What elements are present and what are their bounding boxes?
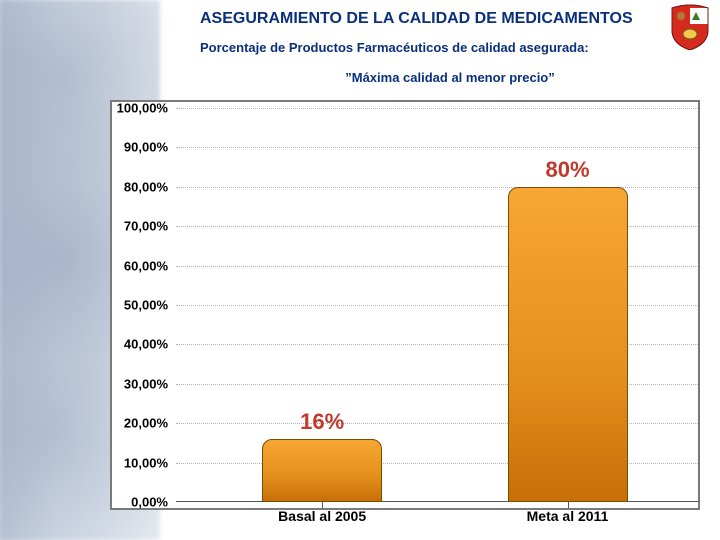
bar xyxy=(508,187,628,502)
y-tick-label: 50,00% xyxy=(106,298,168,313)
y-tick-label: 20,00% xyxy=(106,416,168,431)
y-tick-label: 60,00% xyxy=(106,258,168,273)
x-category-label: Meta al 2011 xyxy=(527,508,609,540)
page-subtitle: Porcentaje de Productos Farmacéuticos de… xyxy=(200,40,700,55)
y-tick-label: 10,00% xyxy=(106,455,168,470)
y-tick-label: 70,00% xyxy=(106,219,168,234)
page-slogan: ”Máxima calidad al menor precio” xyxy=(200,70,700,85)
y-tick-label: 80,00% xyxy=(106,179,168,194)
y-gridline xyxy=(176,108,698,109)
bar xyxy=(262,439,382,502)
y-tick-label: 30,00% xyxy=(106,376,168,391)
bar-chart: 16% 80% xyxy=(176,108,698,502)
y-tick-label: 40,00% xyxy=(106,337,168,352)
y-tick-label: 90,00% xyxy=(106,140,168,155)
slide: ASEGURAMIENTO DE LA CALIDAD DE MEDICAMEN… xyxy=(0,0,720,540)
y-tick-label: 0,00% xyxy=(106,495,168,510)
page-title: ASEGURAMIENTO DE LA CALIDAD DE MEDICAMEN… xyxy=(200,10,700,28)
x-category-label: Basal al 2005 xyxy=(278,508,366,540)
y-gridline xyxy=(176,147,698,148)
bar-data-label: 80% xyxy=(508,157,628,183)
bar-data-label: 16% xyxy=(262,409,382,435)
y-tick-label: 100,00% xyxy=(106,101,168,116)
